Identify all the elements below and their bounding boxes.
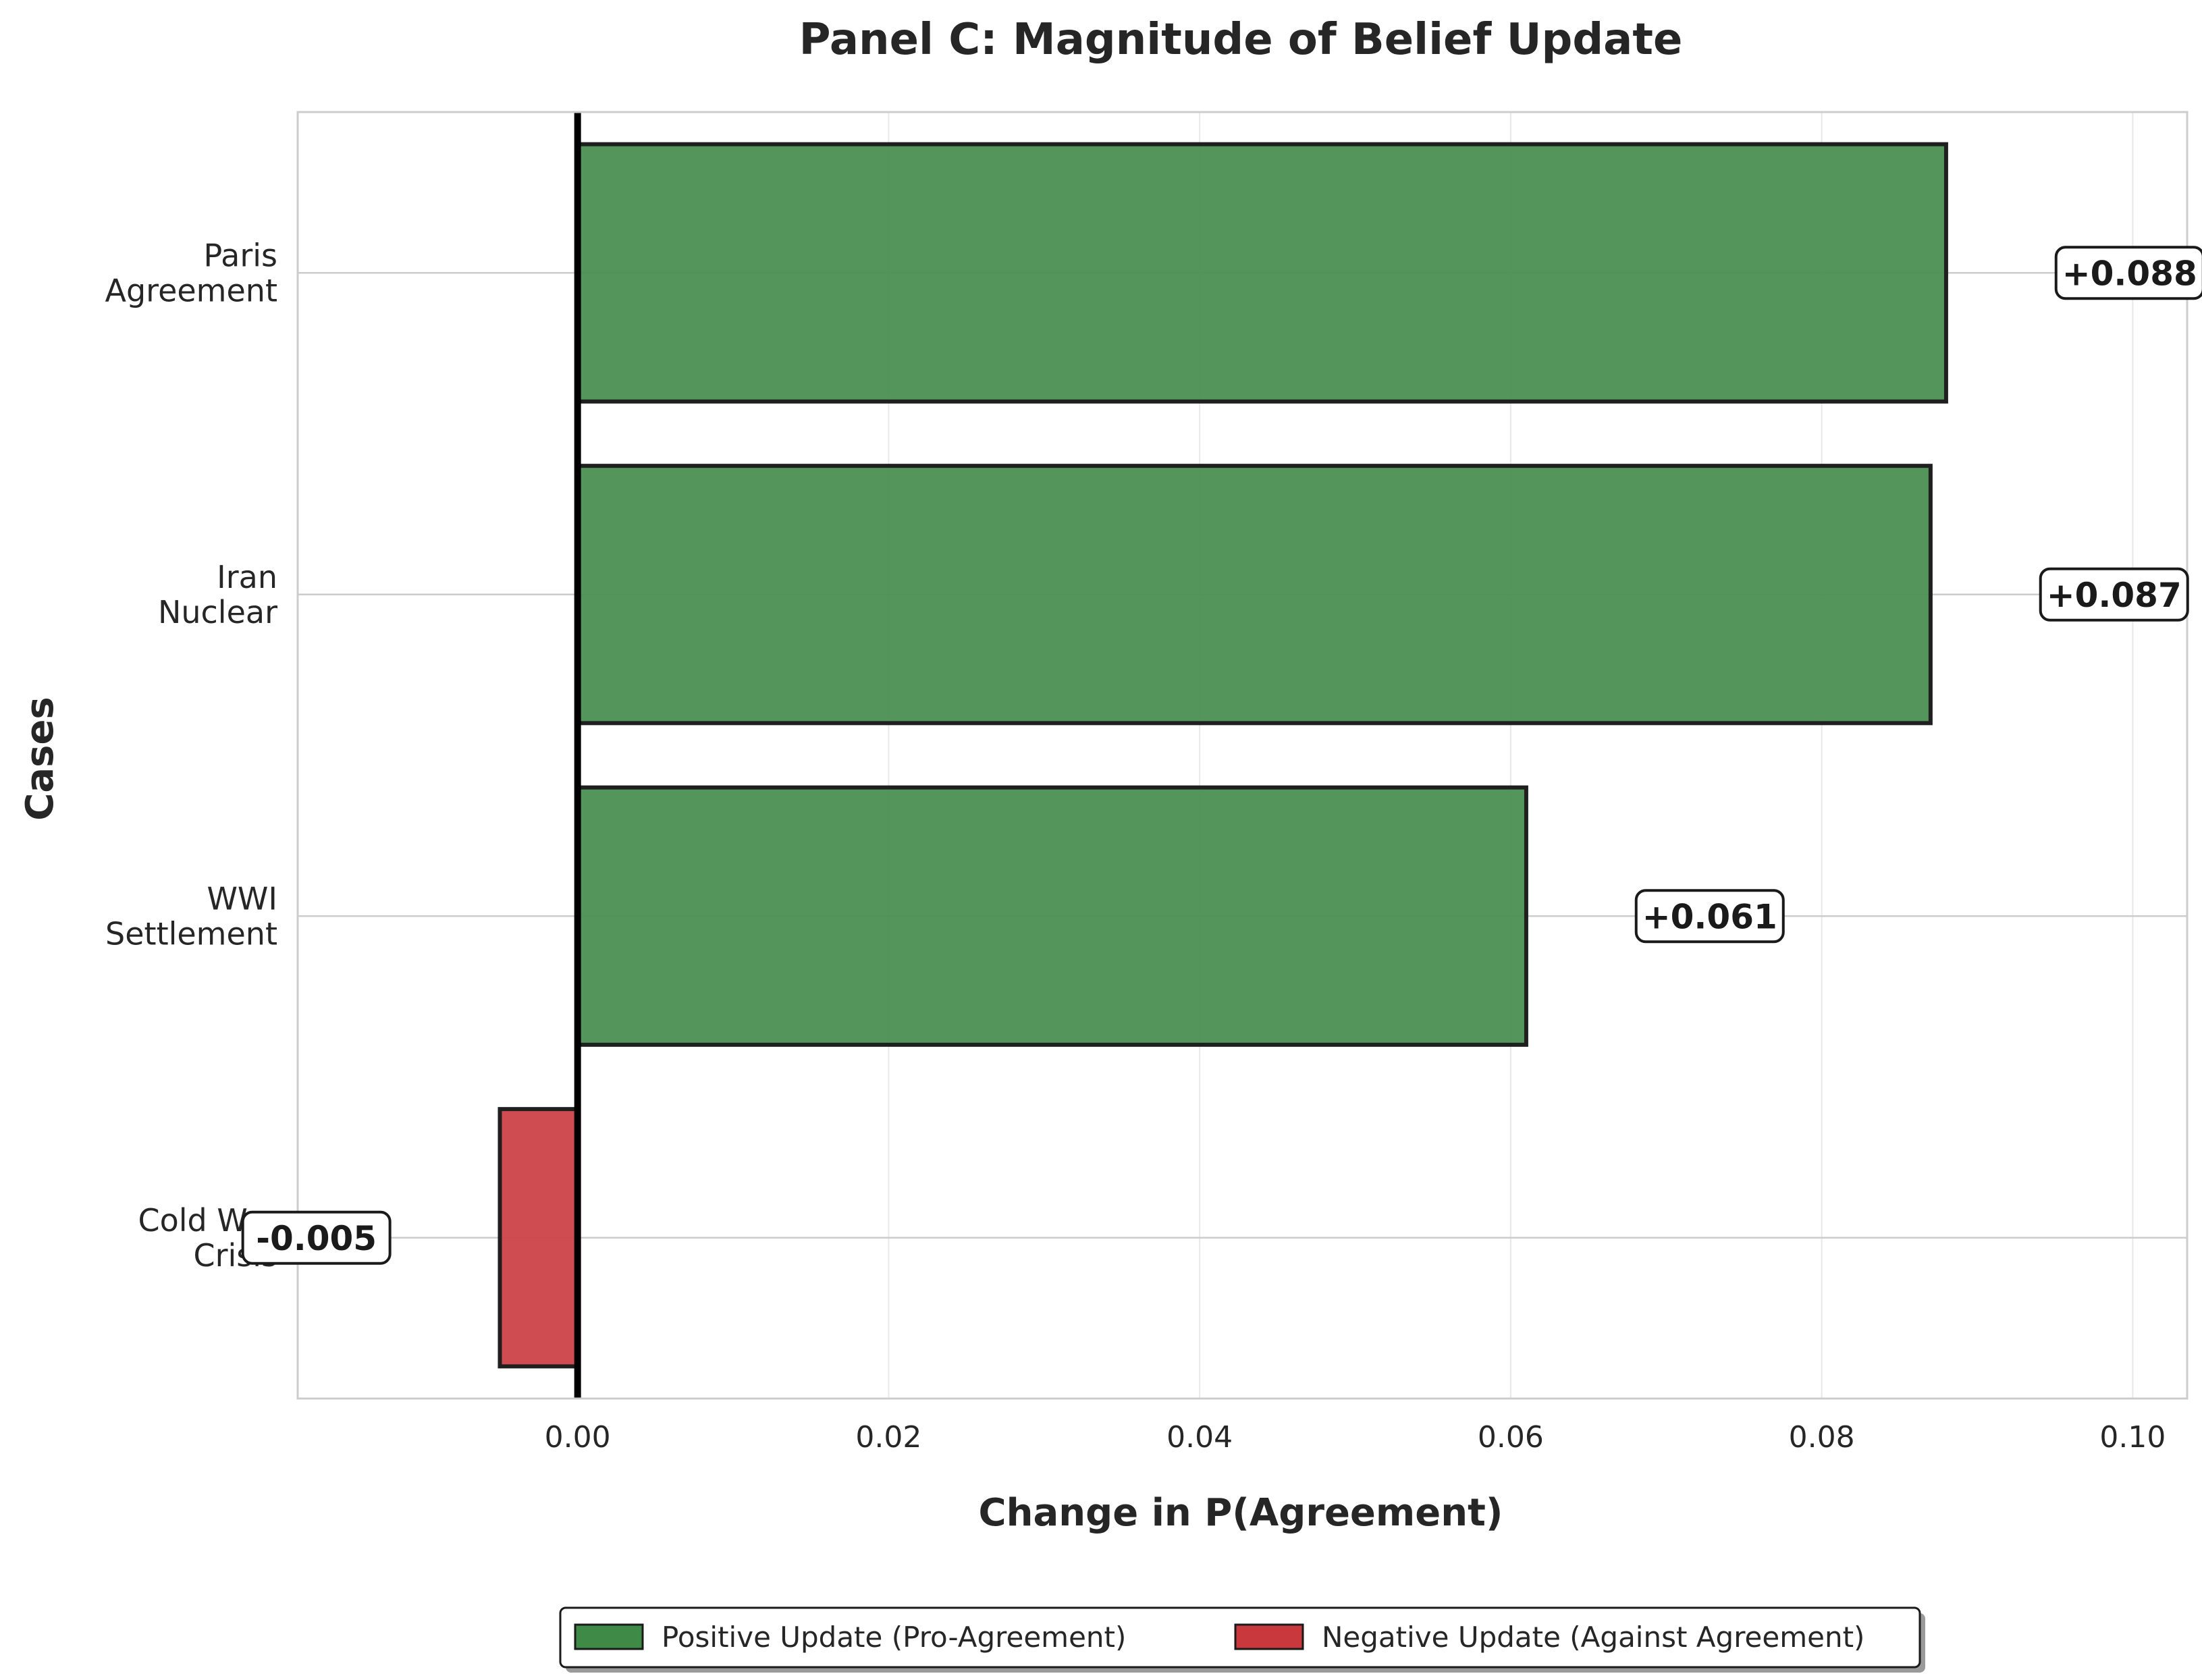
- data-label: +0.088: [2062, 254, 2197, 293]
- chart-title: Panel C: Magnitude of Belief Update: [799, 15, 1683, 65]
- data-label-background: [2039, 567, 2189, 622]
- y-tick-label: Iran Nuclear: [158, 559, 277, 630]
- x-tick-label: 0.00: [545, 1420, 611, 1455]
- x-axis-label: Change in P(Agreement): [979, 1491, 1503, 1535]
- data-label-background: [241, 1210, 392, 1265]
- bar-negative: [498, 1107, 580, 1369]
- plot-area: 0.00 0.02 0.04 0.06 0.08 0.10 Paris Agreement Ir…: [105, 111, 2202, 1455]
- y-axis-label: Cases: [18, 697, 62, 821]
- bar-positive: [575, 142, 1948, 404]
- y-tick-label: WWI Settlement: [105, 880, 277, 952]
- x-tick-label: 0.08: [1789, 1420, 1855, 1455]
- data-label-box: +0.087: [2039, 567, 2189, 622]
- bar-positive: [575, 464, 1933, 726]
- legend-swatch: [1234, 1623, 1304, 1650]
- legend-label: Positive Update (Pro-Agreement): [662, 1621, 1126, 1654]
- x-tick-label: 0.04: [1166, 1420, 1233, 1455]
- bar-positive: [575, 785, 1528, 1047]
- x-tick-label: 0.02: [855, 1420, 921, 1455]
- data-label-box: +0.061: [1634, 889, 1785, 944]
- data-label: -0.005: [256, 1219, 377, 1258]
- legend-label: Negative Update (Against Agreement): [1322, 1621, 1864, 1654]
- data-label: +0.061: [1642, 897, 1777, 936]
- x-tick-label: 0.10: [2099, 1420, 2166, 1455]
- data-label-box: +0.088: [2054, 246, 2202, 300]
- y-tick-label: Paris Agreement: [105, 237, 277, 308]
- data-label-box: -0.005: [241, 1210, 392, 1265]
- legend: Positive Update (Pro-Agreement) Negative …: [559, 1606, 1925, 1673]
- plot-frame: [296, 111, 2188, 1400]
- legend-swatch: [574, 1623, 644, 1650]
- data-label-background: [1634, 889, 1785, 944]
- data-label: +0.087: [2047, 576, 2182, 615]
- x-tick-label: 0.06: [1478, 1420, 1544, 1455]
- data-label-background: [2054, 246, 2202, 300]
